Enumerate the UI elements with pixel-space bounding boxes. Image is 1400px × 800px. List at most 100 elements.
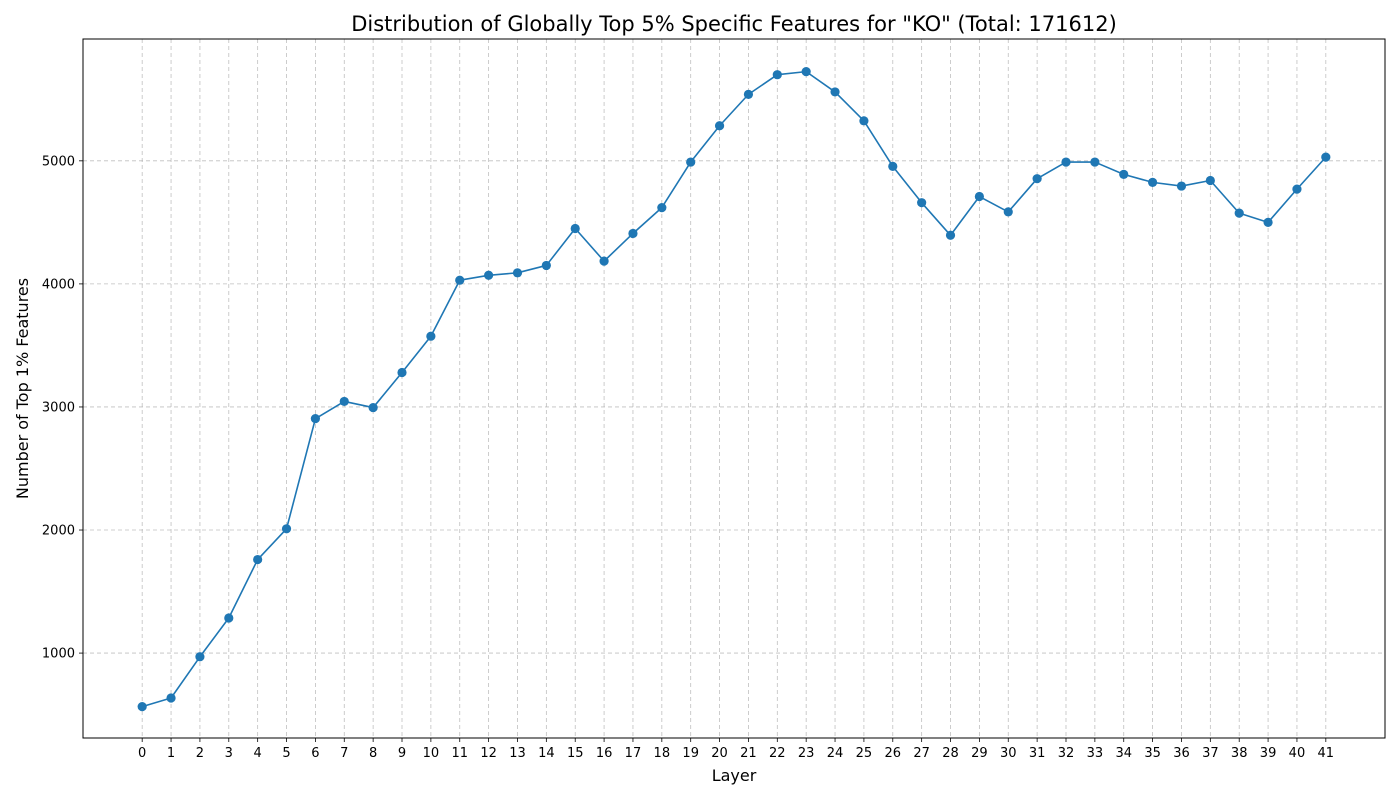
y-tick-label: 2000 [42, 524, 75, 539]
data-point [859, 116, 869, 126]
x-tick-label: 2 [196, 746, 204, 761]
x-tick-label: 13 [509, 746, 526, 761]
data-point [484, 270, 494, 280]
data-point [1205, 175, 1215, 186]
x-tick-label: 36 [1173, 746, 1190, 761]
data-point [570, 223, 580, 234]
data-point [253, 554, 263, 565]
x-tick-label: 1 [167, 746, 175, 761]
data-point [772, 70, 782, 80]
data-point [1263, 217, 1273, 227]
x-tick-label: 6 [311, 746, 319, 761]
x-tick-label: 31 [1029, 746, 1046, 761]
data-point [686, 157, 696, 167]
x-tick-label: 27 [913, 746, 930, 761]
plot-area-frame [82, 38, 1386, 739]
x-tick-label: 24 [827, 746, 844, 761]
x-tick-label: 22 [769, 746, 786, 761]
data-point [917, 198, 927, 208]
data-point [743, 89, 754, 99]
data-point [974, 191, 984, 202]
x-tick-label: 28 [942, 746, 959, 761]
x-tick-label: 37 [1202, 746, 1219, 761]
data-point [397, 367, 407, 378]
x-tick-label: 0 [138, 746, 146, 761]
data-point [830, 87, 840, 97]
data-point [801, 67, 811, 77]
x-tick-label: 3 [225, 746, 233, 761]
x-tick-label: 41 [1318, 746, 1335, 761]
data-markers [137, 67, 1331, 712]
data-point [426, 331, 436, 341]
x-tick-label: 32 [1058, 746, 1075, 761]
x-tick-label: 20 [711, 746, 728, 761]
x-tick-label: 29 [971, 746, 988, 761]
data-point [628, 228, 638, 239]
x-tick-label: 10 [423, 746, 440, 761]
x-tick-label: 16 [596, 746, 613, 761]
data-series [141, 70, 1327, 708]
x-tick-label: 21 [740, 746, 757, 761]
x-tick-label: 35 [1144, 746, 1161, 761]
x-tick-label: 26 [885, 746, 902, 761]
y-tick-label: 3000 [42, 400, 75, 415]
x-tick-label: 33 [1087, 746, 1104, 761]
x-tick-label: 25 [856, 746, 873, 761]
data-point [1032, 174, 1042, 184]
data-point [599, 256, 609, 266]
x-axis-label: Layer [712, 766, 757, 785]
data-point [1148, 177, 1158, 187]
data-point [541, 260, 551, 271]
x-tick-label: 4 [254, 746, 262, 761]
data-point [195, 652, 205, 662]
data-point [714, 121, 725, 131]
x-tick-label: 34 [1115, 746, 1132, 761]
y-tick-label: 1000 [42, 647, 75, 662]
data-point [368, 402, 378, 413]
data-point [339, 396, 349, 407]
x-tick-label: 7 [340, 746, 348, 761]
chart-title: Distribution of Globally Top 5% Specific… [351, 12, 1117, 36]
data-point [888, 161, 898, 171]
data-point [166, 693, 176, 703]
x-tick-label: 8 [369, 746, 377, 761]
data-point [1234, 208, 1244, 218]
y-axis-ticks: 1000 2000 3000 4000 5000 [42, 154, 83, 662]
x-tick-label: 5 [282, 746, 290, 761]
x-tick-label: 38 [1231, 746, 1248, 761]
data-point [945, 230, 956, 240]
x-tick-label: 39 [1260, 746, 1277, 761]
data-point [1090, 157, 1100, 167]
data-point [1321, 152, 1331, 162]
data-point [1292, 184, 1302, 194]
data-point [1176, 181, 1187, 191]
x-tick-label: 40 [1289, 746, 1306, 761]
data-point [1003, 207, 1013, 217]
data-point [512, 268, 523, 278]
x-tick-label: 9 [398, 746, 406, 761]
data-point [281, 524, 292, 534]
x-tick-label: 23 [798, 746, 815, 761]
x-tick-label: 14 [538, 746, 555, 761]
data-point [657, 202, 667, 213]
series-line [141, 70, 1327, 708]
data-point [455, 275, 465, 285]
x-tick-label: 19 [682, 746, 699, 761]
x-tick-label: 18 [654, 746, 671, 761]
data-point [310, 414, 320, 424]
y-axis-label: Number of Top 1% Features [13, 278, 32, 499]
y-tick-label: 5000 [42, 154, 75, 169]
data-point [224, 613, 234, 623]
x-tick-label: 17 [625, 746, 642, 761]
x-tick-label: 12 [480, 746, 497, 761]
data-point [1061, 157, 1071, 167]
x-tick-label: 15 [567, 746, 584, 761]
data-point [137, 702, 147, 712]
data-point [1119, 169, 1129, 179]
x-tick-label: 11 [451, 746, 468, 761]
x-tick-label: 30 [1000, 746, 1017, 761]
y-tick-label: 4000 [42, 277, 75, 292]
grid [83, 39, 1385, 738]
x-axis-ticks: 0 1 2 3 4 5 6 7 8 9 10 11 12 13 14 15 16 17 18 19 20 21 22 23 24… [138, 738, 1334, 761]
